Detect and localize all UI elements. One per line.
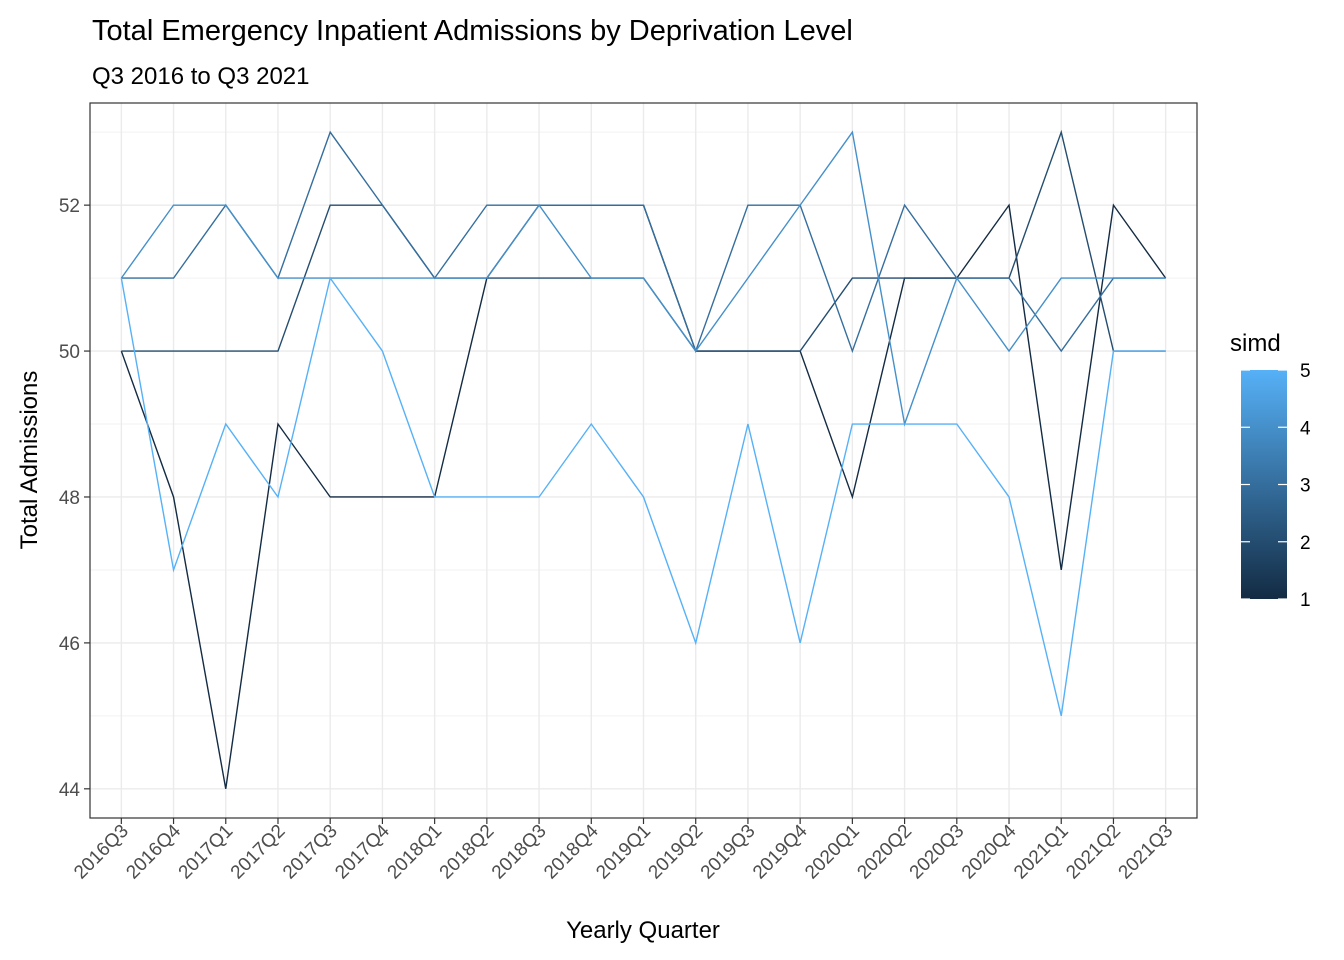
x-tick-label: 2016Q3 (70, 821, 133, 884)
y-axis: 44 46 48 50 52 (59, 196, 90, 801)
legend-tick-label: 4 (1300, 418, 1311, 439)
x-tick-label: 2017Q3 (279, 821, 342, 884)
y-tick-label: 50 (59, 342, 80, 363)
y-tick-label: 52 (59, 196, 80, 217)
x-tick-label: 2019Q1 (592, 821, 655, 884)
series-line-simd-3 (121, 130, 1166, 354)
series-line-simd-5 (120, 276, 1166, 717)
x-tick-label: 2020Q3 (906, 821, 969, 884)
chart-subtitle: Q3 2016 to Q3 2021 (92, 63, 310, 90)
x-tick-label: 2017Q2 (227, 821, 290, 884)
x-tick-label: 2019Q4 (749, 820, 812, 883)
legend-ticks: 1 2 3 4 5 (1241, 361, 1311, 611)
x-tick-label: 2020Q4 (958, 820, 1021, 883)
grid-major (90, 103, 1197, 818)
x-tick-label: 2018Q4 (540, 820, 603, 883)
legend-tick-label: 3 (1300, 476, 1311, 497)
y-axis-title: Total Admissions (16, 371, 43, 550)
x-tick-label: 2019Q2 (645, 821, 708, 884)
x-tick-label: 2020Q1 (801, 821, 864, 884)
y-tick-label: 46 (59, 634, 80, 655)
legend-tick-label: 5 (1300, 361, 1311, 382)
x-tick-label: 2018Q2 (436, 821, 499, 884)
y-tick-label: 48 (59, 488, 80, 509)
x-tick-label: 2018Q3 (488, 821, 551, 884)
chart-title: Total Emergency Inpatient Admissions by … (92, 15, 853, 47)
x-axis-title: Yearly Quarter (566, 917, 720, 944)
x-tick-label: 2019Q3 (697, 821, 760, 884)
x-tick-label: 2017Q4 (331, 820, 394, 883)
x-tick-label: 2016Q4 (122, 820, 185, 883)
y-tick-label: 44 (59, 780, 81, 801)
legend: simd 1 2 3 4 5 (1230, 330, 1311, 611)
x-tick-label: 2021Q1 (1010, 821, 1073, 884)
legend-tick-label: 1 (1300, 590, 1311, 611)
x-tick-label: 2018Q1 (384, 821, 447, 884)
legend-title: simd (1230, 330, 1281, 357)
series-line-simd-4 (120, 130, 1166, 427)
series-lines (120, 129, 1167, 789)
x-tick-label: 2017Q1 (175, 821, 238, 884)
x-axis: 2016Q32016Q42017Q12017Q22017Q32017Q42018… (70, 818, 1177, 883)
x-tick-label: 2021Q2 (1062, 821, 1125, 884)
legend-tick-label: 2 (1300, 533, 1311, 554)
x-tick-label: 2020Q2 (853, 821, 916, 884)
x-tick-label: 2021Q3 (1115, 821, 1178, 884)
